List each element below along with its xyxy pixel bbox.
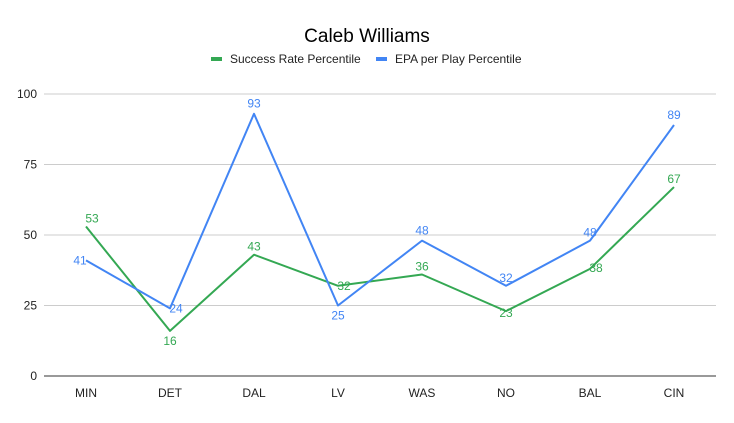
data-label: 43 [247,240,261,254]
y-tick-label: 50 [24,228,38,242]
data-label: 41 [73,253,87,267]
x-tick-label: DAL [242,386,266,400]
legend: Success Rate Percentile EPA per Play Perc… [211,52,522,66]
y-tick-label: 75 [24,158,38,172]
data-label: 32 [499,271,513,285]
legend-swatch [211,57,222,61]
x-tick-label: NO [497,386,515,400]
gridlines [44,93,716,377]
data-label: 93 [247,97,261,111]
data-label: 32 [337,279,351,293]
x-tick-label: MIN [75,386,97,400]
data-label: 38 [589,261,603,275]
series-1: 41 24 93 25 48 32 48 89 [73,97,681,323]
y-tick-label: 100 [17,87,37,101]
x-axis: MIN DET DAL LV WAS NO BAL CIN [75,386,684,400]
x-tick-label: LV [331,386,345,400]
legend-swatch [376,57,387,61]
data-label: 67 [667,172,681,186]
y-tick-label: 0 [30,369,37,383]
data-label: 48 [415,224,429,238]
data-label: 53 [85,212,99,226]
data-label: 25 [331,309,345,323]
series-0: 53 16 43 32 36 23 38 67 [85,172,681,348]
legend-label: Success Rate Percentile [230,52,361,66]
x-tick-label: BAL [579,386,602,400]
data-label: 23 [499,306,513,320]
data-label: 24 [169,301,183,315]
y-axis: 0 25 50 75 100 [17,87,37,383]
chart-title: Caleb Williams [304,26,430,47]
data-label: 36 [415,259,429,273]
x-tick-label: DET [158,386,183,400]
y-tick-label: 25 [24,299,38,313]
x-tick-label: WAS [409,386,436,400]
x-tick-label: CIN [664,386,685,400]
data-label: 89 [667,108,681,122]
legend-label: EPA per Play Percentile [395,52,522,66]
data-label: 16 [163,334,177,348]
series-line [85,112,675,310]
series-line [85,186,675,332]
data-label: 48 [583,226,597,240]
series-group: 53 16 43 32 36 23 38 67 41 24 93 25 48 32 48 89 [73,97,681,348]
